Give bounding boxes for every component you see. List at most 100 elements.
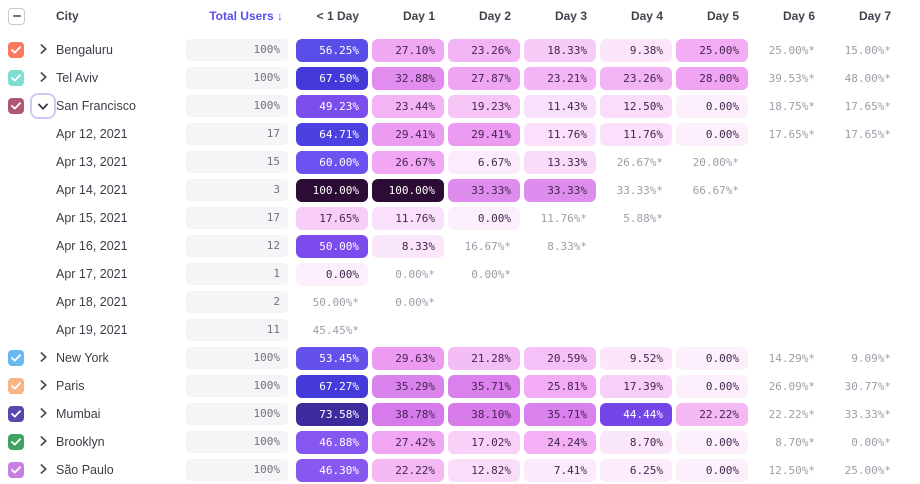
retention-cell[interactable]: 11.76%	[524, 122, 596, 146]
row-checkbox[interactable]	[8, 378, 24, 394]
retention-value-incomplete: 17.65%*	[768, 127, 815, 141]
retention-cell[interactable]: 11.76%	[372, 206, 444, 230]
retention-cell[interactable]: 8.33%	[372, 234, 444, 258]
column-header-total-users[interactable]: Total Users ↓	[209, 9, 283, 23]
retention-cell[interactable]: 17.39%	[600, 374, 672, 398]
retention-cell[interactable]: 8.70%	[600, 430, 672, 454]
row-checkbox[interactable]	[8, 350, 24, 366]
retention-cell[interactable]: 6.25%	[600, 458, 672, 482]
retention-cell[interactable]: 21.28%	[448, 346, 520, 370]
retention-cell[interactable]: 56.25%	[296, 38, 368, 62]
retention-cell[interactable]: 35.29%	[372, 374, 444, 398]
retention-cell[interactable]: 18.33%	[524, 38, 596, 62]
retention-cell[interactable]: 0.00%	[676, 122, 748, 146]
checkbox-cell	[0, 462, 30, 478]
row-checkbox[interactable]	[8, 406, 24, 422]
retention-cell[interactable]: 11.76%	[600, 122, 672, 146]
retention-cell[interactable]: 25.00%	[676, 38, 748, 62]
retention-cell[interactable]: 20.59%	[524, 346, 596, 370]
retention-cell[interactable]: 0.00%	[676, 346, 748, 370]
retention-cell[interactable]: 100.00%	[372, 178, 444, 202]
retention-cell[interactable]: 100.00%	[296, 178, 368, 202]
day-1-cell: 27.10%	[372, 38, 444, 62]
retention-cell[interactable]: 38.10%	[448, 402, 520, 426]
retention-cell[interactable]: 27.87%	[448, 66, 520, 90]
retention-cell[interactable]: 22.22%	[676, 402, 748, 426]
date-label: Apr 19, 2021	[56, 323, 128, 337]
retention-cell[interactable]: 24.24%	[524, 430, 596, 454]
retention-cell[interactable]: 28.00%	[676, 66, 748, 90]
retention-cell[interactable]: 29.63%	[372, 346, 444, 370]
retention-cell[interactable]: 13.33%	[524, 150, 596, 174]
retention-cell[interactable]: 35.71%	[448, 374, 520, 398]
retention-cell[interactable]: 50.00%	[296, 234, 368, 258]
retention-cell[interactable]: 0.00%	[676, 94, 748, 118]
retention-cell[interactable]: 11.43%	[524, 94, 596, 118]
retention-cell[interactable]: 17.02%	[448, 430, 520, 454]
expand-row-button[interactable]	[35, 434, 51, 450]
day-5-cell: 25.00%	[676, 38, 748, 62]
retention-cell[interactable]: 53.45%	[296, 346, 368, 370]
row-checkbox[interactable]	[8, 98, 24, 114]
expand-row-button[interactable]	[35, 462, 51, 478]
day-5-cell: 0.00%	[676, 122, 748, 146]
retention-cell[interactable]: 33.33%	[448, 178, 520, 202]
expand-row-button[interactable]	[35, 42, 51, 58]
expand-row-button[interactable]	[35, 70, 51, 86]
retention-cell[interactable]: 17.65%	[296, 206, 368, 230]
retention-cell[interactable]: 64.71%	[296, 122, 368, 146]
retention-cell[interactable]: 7.41%	[524, 458, 596, 482]
row-checkbox[interactable]	[8, 462, 24, 478]
retention-cell[interactable]: 60.00%	[296, 150, 368, 174]
retention-cell[interactable]: 23.26%	[600, 66, 672, 90]
row-checkbox[interactable]	[8, 42, 24, 58]
retention-cell[interactable]: 22.22%	[372, 458, 444, 482]
retention-cell[interactable]: 29.41%	[372, 122, 444, 146]
expand-row-button[interactable]	[35, 406, 51, 422]
retention-cell[interactable]: 27.42%	[372, 430, 444, 454]
select-all-checkbox[interactable]	[8, 7, 25, 25]
table-row-date: Apr 19, 2021 11 45.45%*	[0, 316, 920, 344]
retention-cell[interactable]: 0.00%	[676, 430, 748, 454]
retention-cell[interactable]: 67.27%	[296, 374, 368, 398]
retention-cell[interactable]: 0.00%	[296, 262, 368, 286]
retention-value-incomplete: 8.70%*	[775, 435, 815, 449]
day-2-cell: 6.67%	[448, 150, 520, 174]
retention-cell[interactable]: 44.44%	[600, 402, 672, 426]
day-4-cell: 9.52%	[600, 346, 672, 370]
day-5-cell: 0.00%	[676, 458, 748, 482]
retention-cell[interactable]: 25.81%	[524, 374, 596, 398]
retention-cell[interactable]: 23.26%	[448, 38, 520, 62]
retention-cell[interactable]: 9.52%	[600, 346, 672, 370]
retention-cell[interactable]: 33.33%	[524, 178, 596, 202]
retention-cell[interactable]: 0.00%	[676, 374, 748, 398]
retention-cell[interactable]: 38.78%	[372, 402, 444, 426]
total-users-cell: 100%	[186, 95, 296, 117]
retention-cell[interactable]: 19.23%	[448, 94, 520, 118]
retention-cell[interactable]: 12.50%	[600, 94, 672, 118]
retention-cell[interactable]: 27.10%	[372, 38, 444, 62]
retention-cell[interactable]: 35.71%	[524, 402, 596, 426]
retention-cell[interactable]: 46.88%	[296, 430, 368, 454]
retention-cell[interactable]: 23.21%	[524, 66, 596, 90]
expand-row-button[interactable]	[35, 350, 51, 366]
column-header-day-2: Day 2	[478, 9, 511, 23]
retention-cell[interactable]: 46.30%	[296, 458, 368, 482]
expand-row-button[interactable]	[35, 378, 51, 394]
retention-cell[interactable]: 12.82%	[448, 458, 520, 482]
day-2-cell: 17.02%	[448, 430, 520, 454]
retention-cell[interactable]: 49.23%	[296, 94, 368, 118]
retention-cell[interactable]: 26.67%	[372, 150, 444, 174]
retention-cell[interactable]: 29.41%	[448, 122, 520, 146]
retention-cell[interactable]: 32.88%	[372, 66, 444, 90]
retention-cell[interactable]: 0.00%	[448, 206, 520, 230]
retention-cell[interactable]: 6.67%	[448, 150, 520, 174]
row-checkbox[interactable]	[8, 434, 24, 450]
retention-cell[interactable]: 0.00%	[676, 458, 748, 482]
row-checkbox[interactable]	[8, 70, 24, 86]
retention-cell[interactable]: 9.38%	[600, 38, 672, 62]
retention-cell[interactable]: 73.58%	[296, 402, 368, 426]
retention-cell[interactable]: 23.44%	[372, 94, 444, 118]
retention-cell[interactable]: 67.50%	[296, 66, 368, 90]
collapse-row-button[interactable]	[30, 93, 56, 119]
